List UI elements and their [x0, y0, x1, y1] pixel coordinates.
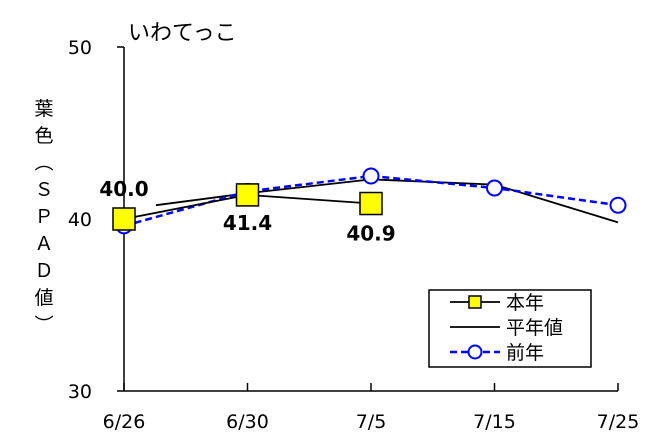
series-marker-square	[235, 183, 260, 207]
series-line-3	[123, 174, 619, 228]
y-axis-label-char: 値	[34, 287, 53, 309]
data-labels: 40.0 41.4 40.9	[99, 177, 395, 246]
data-label: 40.9	[346, 222, 395, 246]
series-layer	[112, 167, 627, 235]
y-axis-label-char: Ｐ	[34, 206, 53, 228]
y-tick-label: 30	[68, 381, 92, 403]
chart-title: いわてっこ	[128, 21, 237, 46]
y-tick-label: 40	[68, 209, 92, 231]
y-axis-label-char: ）	[32, 314, 54, 333]
series-marker-circle	[486, 179, 503, 197]
legend-label: 前年	[506, 342, 544, 364]
y-axis-label-char: Ｓ	[34, 179, 53, 201]
y-tick-label: 50	[68, 37, 92, 59]
legend-label: 本年	[506, 292, 544, 314]
x-tick-label: 7/15	[473, 411, 516, 433]
y-axis-label-char: 色	[34, 125, 53, 147]
series-marker-square	[359, 191, 383, 216]
x-tick-label: 6/26	[103, 411, 146, 433]
legend-swatch-square	[468, 295, 482, 309]
x-tick-label: 7/25	[597, 411, 640, 433]
data-label: 41.4	[223, 211, 272, 235]
x-tick-label: 7/5	[356, 411, 387, 433]
data-label: 40.0	[99, 177, 148, 201]
legend-label: 平年値	[506, 317, 563, 339]
y-axis-label-char: Ａ	[34, 233, 53, 255]
series-marker-circle	[609, 196, 627, 214]
series-marker-circle	[362, 167, 380, 185]
y-axis-label-char: Ｄ	[34, 260, 53, 282]
y-axis-label-char: （	[32, 152, 54, 171]
y-axis-label-char: 葉	[34, 98, 53, 120]
series-marker-square	[112, 207, 136, 231]
legend-swatch-circle	[467, 344, 483, 360]
x-tick-label: 6/30	[226, 411, 269, 433]
